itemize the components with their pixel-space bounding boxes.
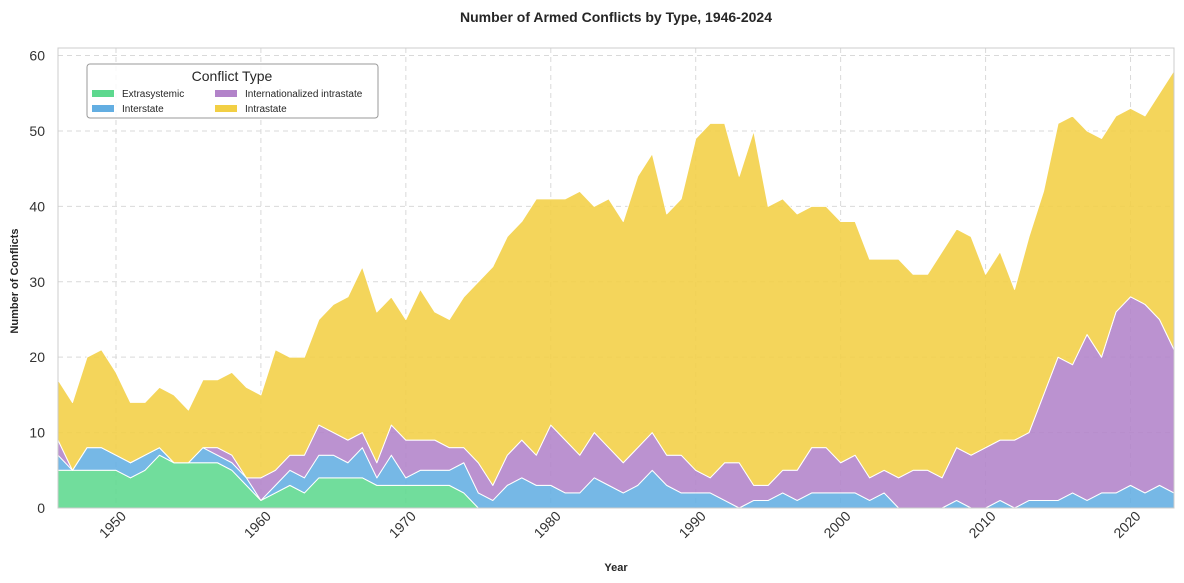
x-tick-label: 2010 bbox=[965, 508, 998, 541]
legend-swatch bbox=[215, 105, 237, 112]
y-tick-label: 10 bbox=[29, 425, 45, 441]
x-tick-label: 1950 bbox=[96, 508, 129, 541]
area-series-group bbox=[57, 70, 1175, 509]
legend-entries: Extrasystemic Interstate Internationalized… bbox=[92, 89, 363, 115]
x-tick-label: 1960 bbox=[241, 508, 274, 541]
x-tick-label: 1990 bbox=[676, 508, 709, 541]
legend-entry-label: Intrastate bbox=[245, 104, 287, 115]
legend-entry-label: Extrasystemic bbox=[122, 89, 184, 100]
y-tick-label: 20 bbox=[29, 349, 45, 365]
legend-swatch bbox=[92, 105, 114, 112]
legend-swatch bbox=[92, 90, 114, 97]
y-axis-label: Number of Conflicts bbox=[9, 228, 21, 333]
y-tick-label: 0 bbox=[37, 500, 45, 516]
legend-title: Conflict Type bbox=[192, 68, 273, 84]
x-axis-label: Year bbox=[604, 562, 628, 574]
legend: Conflict Type Extrasystemic Interstate Int… bbox=[86, 63, 379, 119]
chart-title: Number of Armed Conflicts by Type, 1946-… bbox=[460, 9, 772, 25]
x-tick-label: 2020 bbox=[1110, 508, 1143, 541]
area-intrastate bbox=[57, 70, 1175, 486]
legend-swatch bbox=[215, 90, 237, 97]
y-axis-ticks: 0 10 20 30 40 50 60 bbox=[29, 48, 45, 516]
y-tick-label: 50 bbox=[29, 123, 45, 139]
x-axis-ticks: 1950 1960 1970 1980 1990 2000 2010 2020 bbox=[96, 508, 1144, 541]
x-tick-label: 1980 bbox=[531, 508, 564, 541]
legend-entry-label: Interstate bbox=[122, 104, 164, 115]
y-tick-label: 60 bbox=[29, 48, 45, 64]
x-tick-label: 2000 bbox=[820, 508, 853, 541]
y-tick-label: 40 bbox=[29, 198, 45, 214]
plot-frame bbox=[57, 47, 1175, 509]
legend-entry-label: Internationalized intrastate bbox=[245, 89, 363, 100]
x-tick-label: 1970 bbox=[386, 508, 419, 541]
y-tick-label: 30 bbox=[29, 274, 45, 290]
